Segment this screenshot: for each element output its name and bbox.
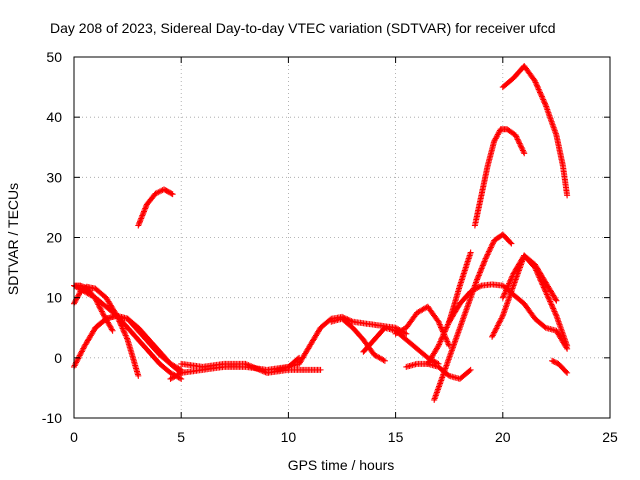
y-tick-label: 10 bbox=[46, 290, 62, 306]
series-markers bbox=[499, 252, 571, 349]
series-arc-9 bbox=[274, 313, 410, 373]
series-markers bbox=[178, 360, 324, 376]
x-axis-label: GPS time / hours bbox=[288, 457, 395, 473]
y-tick-label: 30 bbox=[46, 169, 62, 185]
y-tick-label: 50 bbox=[46, 49, 62, 65]
chart-title: Day 208 of 2023, Sidereal Day-to-day VTE… bbox=[50, 20, 556, 36]
grid-lines bbox=[74, 57, 610, 418]
series-arc-13 bbox=[403, 360, 474, 382]
y-tick-label: 40 bbox=[46, 109, 62, 125]
series-markers bbox=[392, 303, 453, 349]
series-markers bbox=[431, 231, 515, 403]
series-markers bbox=[499, 63, 571, 199]
series-arc-16 bbox=[446, 281, 571, 352]
y-tick-label: 0 bbox=[54, 350, 62, 366]
series-arc-4 bbox=[71, 282, 185, 382]
series-arc-5 bbox=[92, 312, 185, 376]
y-tick-label: -10 bbox=[42, 410, 62, 426]
x-tick-label: 20 bbox=[495, 429, 511, 445]
series-arc-8 bbox=[178, 360, 324, 376]
series-markers bbox=[471, 126, 528, 229]
series-arc-6 bbox=[135, 186, 176, 229]
series-arc-20 bbox=[499, 63, 571, 199]
series-markers bbox=[92, 312, 185, 376]
series-arc-12 bbox=[392, 303, 453, 349]
x-tick-label: 25 bbox=[602, 429, 618, 445]
series-markers bbox=[403, 360, 474, 382]
series-arc-15 bbox=[431, 231, 515, 403]
y-axis-label: SDTVAR / TECUs bbox=[5, 183, 21, 295]
tick-labels: 0 5 10 15 20 25 -10 0 10 20 30 40 50 bbox=[42, 49, 618, 445]
data-marks bbox=[71, 63, 571, 403]
series-markers bbox=[71, 282, 185, 382]
x-tick-label: 15 bbox=[388, 429, 404, 445]
series-arc-21 bbox=[549, 357, 571, 376]
x-tick-label: 10 bbox=[281, 429, 297, 445]
series-markers bbox=[549, 357, 571, 376]
series-markers bbox=[135, 186, 176, 229]
x-tick-label: 5 bbox=[177, 429, 185, 445]
axis-ticks bbox=[73, 56, 611, 419]
series-markers bbox=[446, 281, 571, 352]
y-tick-label: 20 bbox=[46, 230, 62, 246]
series-markers bbox=[274, 313, 410, 373]
x-tick-label: 0 bbox=[70, 429, 78, 445]
series-arc-17 bbox=[471, 126, 528, 229]
series-arc-19 bbox=[499, 252, 571, 349]
